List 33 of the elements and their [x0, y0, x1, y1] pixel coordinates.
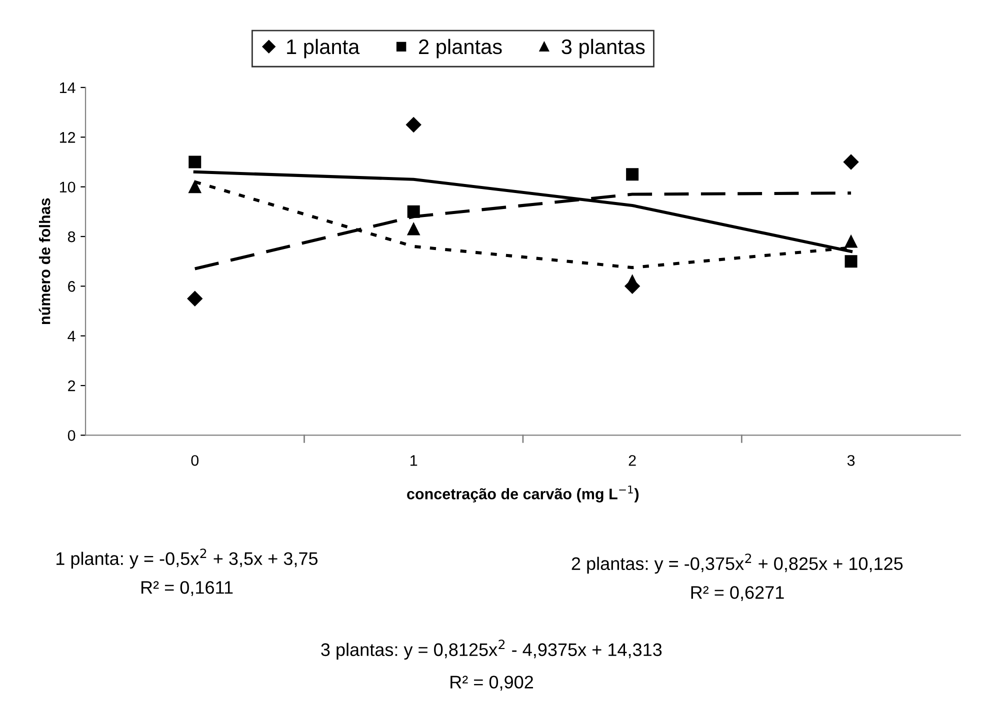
- y-tick-label: 6: [68, 281, 76, 292]
- y-axis-title: número de folhas: [38, 198, 50, 324]
- text: 1 planta: y = -0,5x$^{2}$ + 3,5x + 3,75: [56, 548, 318, 569]
- x-tick-label: 3: [847, 455, 855, 466]
- y-tick-label: 10: [60, 182, 76, 193]
- point: [844, 255, 858, 268]
- text: R² = 0,902: [450, 676, 533, 691]
- text: R² = 0,6271: [691, 586, 784, 602]
- legend-label: 3 plantas: [562, 38, 645, 58]
- point: [406, 117, 422, 132]
- x-axis-title: concetração de carvão (mg L$^{−1}$): [407, 486, 639, 502]
- point: [626, 274, 639, 288]
- y-tick-label: 0: [68, 430, 76, 441]
- y-tick-label: 8: [68, 231, 76, 242]
- point: [187, 291, 202, 306]
- point: [626, 168, 639, 181]
- legend-label: 1 planta: [287, 38, 360, 58]
- y-tick-label: 14: [60, 82, 76, 94]
- text: R² = 0,1611: [141, 581, 233, 596]
- text: 3 plantas: y = 0,8125x$^{2}$ - 4,9375x + 14,313: [321, 640, 662, 660]
- y-tick-label: 4: [68, 330, 76, 342]
- legend-label: 2 plantas: [419, 38, 502, 58]
- x-tick-label: 1: [410, 455, 418, 466]
- x-tick-label: 0: [191, 455, 199, 466]
- x-tick-label: 2: [628, 455, 636, 466]
- point: [407, 222, 420, 236]
- point: [188, 180, 202, 194]
- point: [843, 154, 859, 170]
- point: [844, 235, 858, 248]
- point: [188, 156, 202, 168]
- y-tick-label: 12: [60, 132, 76, 143]
- y-tick-label: 2: [68, 380, 76, 392]
- text: 2 plantas: y = -0,375x$^{2}$ + 0,825x + 10,125: [572, 554, 903, 574]
